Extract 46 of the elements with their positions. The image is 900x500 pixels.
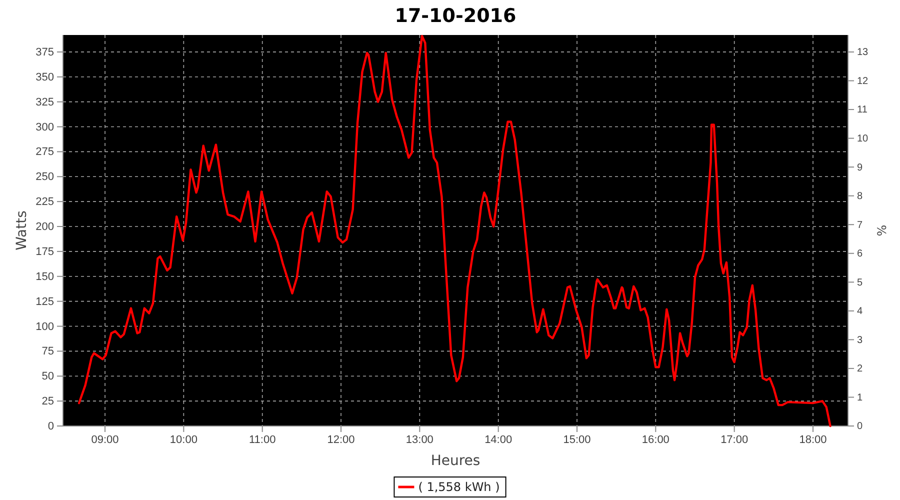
y-tick-label: 200	[36, 221, 54, 234]
line-series	[78, 34, 832, 428]
y2-tick-label: 1	[857, 392, 863, 404]
y-tick-label: 125	[36, 296, 54, 308]
y-tick-label: 175	[36, 246, 54, 258]
x-tick-label: 12:00	[327, 434, 355, 446]
y-tick-label: 350	[36, 71, 54, 84]
y2-tick-label: 8	[857, 191, 863, 202]
y2-tick-label: 7	[857, 220, 863, 231]
x-tick-label: 16:00	[642, 434, 670, 446]
x-tick-label: 18:00	[799, 434, 827, 446]
y2-axis-title: %	[875, 224, 889, 236]
legend-label: ( 1,558 kWh )	[418, 480, 500, 494]
y-tick-label: 300	[36, 121, 54, 134]
y-tick-label: 75	[42, 346, 54, 358]
x-tick-label: 17:00	[720, 434, 748, 446]
y2-tick-label: 4	[857, 306, 863, 318]
y2-tick-label: 9	[857, 162, 863, 174]
y2-tick-label: 13	[857, 47, 869, 58]
y2-tick-label: 5	[857, 277, 863, 288]
y2-tick-label: 6	[857, 248, 863, 260]
y-tick-label: 250	[36, 171, 54, 184]
y2-tick-label: 11	[857, 104, 868, 116]
y-tick-label: 50	[42, 370, 54, 383]
y-tick-label: 375	[36, 46, 54, 58]
x-tick-label: 09:00	[91, 434, 119, 446]
y-tick-label: 100	[36, 320, 54, 333]
x-tick-label: 13:00	[406, 434, 434, 446]
y-tick-label: 0	[48, 420, 54, 433]
y-tick-label: 25	[42, 396, 54, 408]
y2-tick-label: 0	[857, 421, 863, 432]
x-tick-label: 15:00	[563, 434, 591, 446]
x-tick-label: 14:00	[484, 434, 512, 446]
y-tick-label: 225	[36, 196, 54, 208]
y2-tick-label: 10	[857, 133, 869, 144]
y-tick-label: 275	[36, 146, 54, 158]
x-axis-title: Heures	[430, 453, 480, 469]
x-tick-label: 11:00	[248, 434, 276, 446]
x-tick-label: 10:00	[170, 434, 198, 446]
y2-tick-label: 12	[857, 76, 869, 87]
chart-title: 17-10-2016	[394, 5, 516, 27]
y-axis-title: Watts	[14, 210, 30, 250]
y-tick-label: 325	[36, 96, 54, 108]
y-tick-label: 150	[36, 270, 54, 283]
y2-tick-label: 3	[857, 334, 863, 346]
y2-tick-label: 2	[857, 364, 863, 375]
